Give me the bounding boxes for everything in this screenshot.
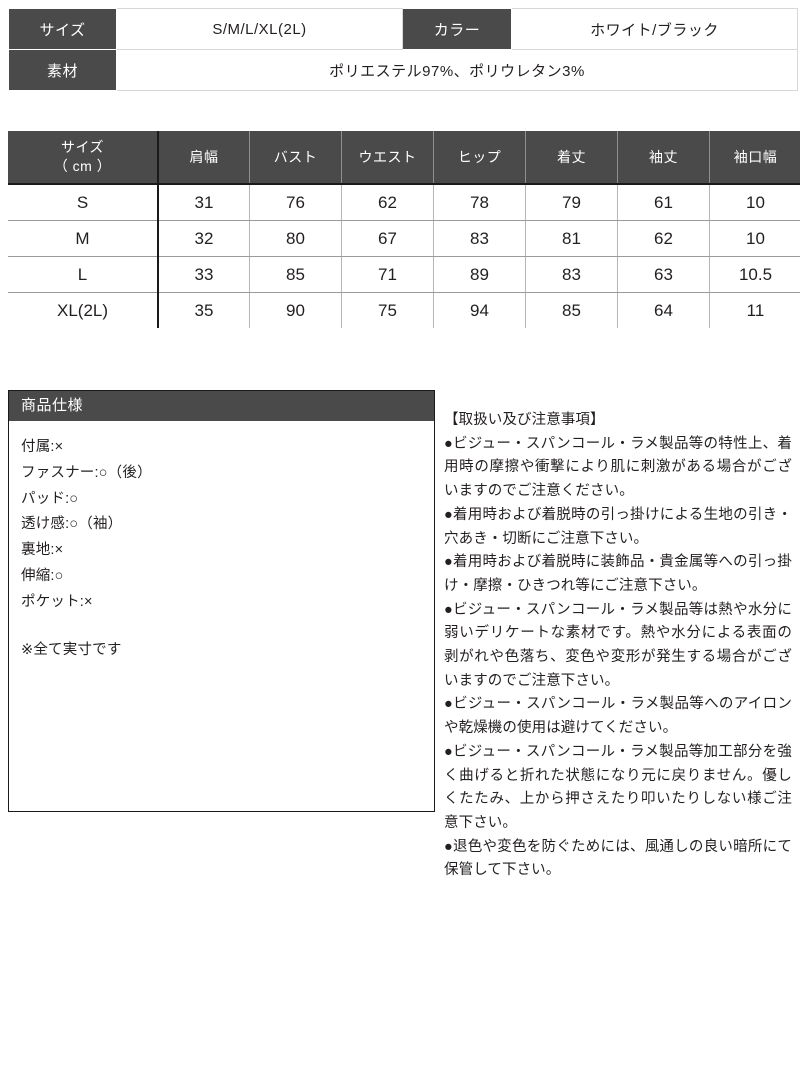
list-item: ポケット:×: [21, 593, 93, 610]
care-instructions-item: ●ビジュー・スパンコール・ラメ製品等へのアイロンや乾燥機の使用は避けてください。: [444, 696, 792, 737]
product-info-table: サイズ S/M/L/XL(2L) カラー ホワイト/ブラック 素材 ポリエステル…: [8, 8, 798, 91]
size-chart-body: S 31 76 62 78 79 61 10 M 32 80 67 83 81 …: [8, 184, 800, 328]
product-info-table-body: サイズ S/M/L/XL(2L) カラー ホワイト/ブラック 素材 ポリエステル…: [8, 8, 798, 91]
info-value-material: ポリエステル97%、ポリウレタン3%: [116, 49, 798, 91]
size-col-header-bust: バスト: [249, 131, 342, 185]
size-cell-value: 61: [617, 184, 710, 221]
size-cell-value: 62: [617, 220, 710, 257]
care-instructions-item: ●ビジュー・スパンコール・ラメ製品等の特性上、着用時の摩擦や衝撃により肌に刺激が…: [444, 435, 792, 500]
care-instructions-item: ●ビジュー・スパンコール・ラメ製品等加工部分を強く曲げると折れた状態になり元に戻…: [444, 743, 792, 831]
size-cell-label: S: [8, 184, 159, 221]
size-col-header-waist: ウエスト: [341, 131, 434, 185]
info-label-color: カラー: [402, 8, 512, 50]
care-instructions-item: ●着用時および着脱時の引っ掛けによる生地の引き・穴あき・切断にご注意下さい。: [444, 506, 792, 547]
list-item: 透け感:○（袖）: [21, 516, 123, 533]
size-cell-value: 85: [249, 256, 342, 293]
size-cell-value: 62: [341, 184, 434, 221]
table-row: M 32 80 67 83 81 62 10: [8, 220, 800, 257]
info-label-material: 素材: [8, 49, 117, 91]
size-cell-value: 64: [617, 292, 710, 328]
size-cell-value: 80: [249, 220, 342, 257]
size-col-header-cuff: 袖口幅: [709, 131, 800, 185]
size-col-header-line1: サイズ: [60, 139, 105, 156]
list-item: 付属:×: [21, 439, 64, 455]
product-spec-list: 付属:× ファスナー:○（後） パッド:○ 透け感:○（袖） 裏地:× 伸縮:○…: [9, 421, 434, 663]
size-cell-value: 10: [709, 220, 800, 257]
size-cell-value: 10.5: [709, 256, 800, 293]
size-cell-value: 89: [433, 256, 526, 293]
size-cell-value: 63: [617, 256, 710, 293]
product-spec-note: ※全て実寸です: [21, 641, 122, 658]
product-spec-box: 商品仕様 付属:× ファスナー:○（後） パッド:○ 透け感:○（袖） 裏地:×…: [8, 390, 435, 812]
size-cell-value: 90: [249, 292, 342, 328]
info-value-size: S/M/L/XL(2L): [116, 8, 403, 50]
product-spec-title: 商品仕様: [9, 391, 434, 421]
size-cell-label: M: [8, 220, 159, 257]
table-row: S 31 76 62 78 79 61 10: [8, 184, 800, 221]
size-cell-value: 32: [158, 220, 250, 257]
size-col-header-shoulder: 肩幅: [158, 131, 250, 185]
size-cell-value: 67: [341, 220, 434, 257]
list-item: 伸縮:○: [21, 567, 64, 584]
list-item: 裏地:×: [21, 542, 64, 559]
size-col-header-line2: （ cm ）: [53, 158, 112, 174]
care-instructions-item: ●退色や変色を防ぐためには、風通しの良い暗所にて保管して下さい。: [444, 838, 792, 879]
size-col-header-sleeve: 袖丈: [617, 131, 710, 185]
table-row: XL(2L) 35 90 75 94 85 64 11: [8, 292, 800, 328]
size-cell-value: 94: [433, 292, 526, 328]
size-cell-label: XL(2L): [8, 292, 159, 328]
size-cell-value: 83: [433, 220, 526, 257]
size-col-header-size: サイズ （ cm ）: [8, 131, 159, 185]
size-cell-value: 31: [158, 184, 250, 221]
size-cell-value: 71: [341, 256, 434, 293]
size-chart-header: サイズ （ cm ） 肩幅 バスト ウエスト ヒップ 着丈 袖丈 袖口幅: [8, 131, 800, 185]
size-cell-value: 81: [525, 220, 618, 257]
size-cell-value: 75: [341, 292, 434, 328]
table-row: サイズ S/M/L/XL(2L) カラー ホワイト/ブラック: [8, 8, 798, 50]
table-header-row: サイズ （ cm ） 肩幅 バスト ウエスト ヒップ 着丈 袖丈 袖口幅: [8, 131, 800, 185]
size-cell-value: 10: [709, 184, 800, 221]
info-value-color: ホワイト/ブラック: [511, 8, 798, 50]
table-row: 素材 ポリエステル97%、ポリウレタン3%: [8, 49, 798, 91]
list-item: パッド:○: [21, 490, 79, 507]
size-cell-value: 83: [525, 256, 618, 293]
care-instructions-title: 【取扱い及び注意事項】: [444, 412, 605, 428]
size-cell-label: L: [8, 256, 159, 293]
size-col-header-hip: ヒップ: [433, 131, 526, 185]
size-cell-value: 11: [709, 292, 800, 328]
size-cell-value: 79: [525, 184, 618, 221]
size-chart-table: サイズ （ cm ） 肩幅 バスト ウエスト ヒップ 着丈 袖丈 袖口幅 S 3…: [8, 131, 800, 328]
table-row: L 33 85 71 89 83 63 10.5: [8, 256, 800, 293]
size-col-header-length: 着丈: [525, 131, 618, 185]
info-label-size: サイズ: [8, 8, 117, 50]
care-instructions-item: ●着用時および着脱時に装飾品・貴金属等への引っ掛け・摩擦・ひきつれ等にご注意下さ…: [444, 554, 792, 594]
size-cell-value: 85: [525, 292, 618, 328]
list-item: ファスナー:○（後）: [21, 464, 152, 481]
size-cell-value: 33: [158, 256, 250, 293]
size-cell-value: 35: [158, 292, 250, 328]
care-instructions-block: 【取扱い及び注意事項】 ●ビジュー・スパンコール・ラメ製品等の特性上、着用時の摩…: [444, 409, 792, 883]
size-cell-value: 76: [249, 184, 342, 221]
care-instructions-item: ●ビジュー・スパンコール・ラメ製品等は熱や水分に弱いデリケートな素材です。熱や水…: [444, 601, 792, 689]
size-cell-value: 78: [433, 184, 526, 221]
